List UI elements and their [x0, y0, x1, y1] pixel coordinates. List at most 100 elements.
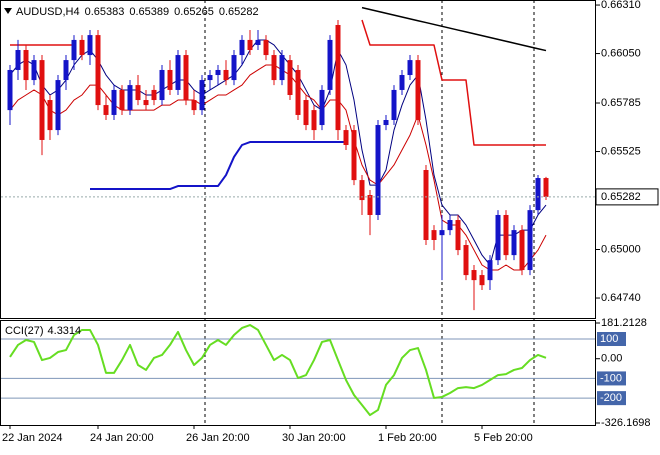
candle-body: [119, 89, 125, 111]
y-tick-label: 0.64740: [601, 292, 641, 304]
candle-body: [127, 85, 133, 111]
candle-body: [207, 75, 213, 81]
candle-body: [535, 178, 541, 211]
candle-body: [175, 55, 181, 90]
cci-header: CCI(27) 4.3314: [5, 325, 81, 337]
x-tick-label: 26 Jan 20:00: [186, 432, 250, 444]
candle-body: [47, 100, 53, 131]
close-value: 0.65282: [219, 6, 259, 18]
candle-body: [359, 180, 365, 201]
candle-body: [159, 69, 165, 101]
symbol-title: AUDUSD,H4: [16, 6, 80, 18]
candle-body: [287, 60, 293, 95]
candle-body: [439, 230, 445, 236]
candle-body: [191, 100, 197, 111]
candle-body: [383, 119, 389, 126]
candle-body: [39, 60, 45, 140]
cci-line: [9, 324, 547, 417]
candle-body: [23, 50, 29, 81]
candle-body: [527, 210, 533, 271]
current-price-label: 0.65282: [601, 191, 641, 203]
candle-body: [15, 50, 21, 70]
level-label: 100: [600, 333, 618, 345]
cci-panel-border: [0, 320, 596, 426]
level-label: -100: [600, 372, 622, 384]
x-tick-label: 22 Jan 2024: [2, 432, 63, 444]
candle-body: [543, 178, 549, 197]
candle-body: [351, 130, 357, 181]
candle-body: [391, 89, 397, 120]
candle-body: [87, 35, 93, 56]
y-tick-label: 181.2128: [601, 317, 647, 329]
candle-body: [151, 89, 157, 101]
candle-body: [431, 230, 437, 240]
candle-body: [319, 89, 325, 126]
candle-body: [311, 110, 317, 131]
candle-body: [95, 35, 101, 106]
candle-body: [407, 60, 413, 76]
candle-body: [375, 125, 381, 215]
symbol-header: AUDUSD,H4 0.65383 0.65389 0.65265 0.65282: [16, 6, 259, 18]
candle-body: [199, 80, 205, 111]
indicator-line: [90, 141, 346, 191]
candle-body: [479, 275, 485, 286]
candle-body: [135, 85, 141, 101]
candle-body: [303, 100, 309, 126]
candle-body: [367, 195, 373, 215]
y-tick-label: 0.65525: [601, 145, 641, 157]
level-box: [597, 332, 626, 347]
collapse-arrow[interactable]: [4, 8, 12, 14]
main-panel-border: [0, 0, 596, 319]
candle-body: [255, 39, 261, 45]
candle-body: [31, 60, 37, 81]
candle-body: [471, 270, 477, 281]
candle-body: [103, 105, 109, 115]
candle-body: [343, 130, 349, 146]
candle-body: [495, 214, 501, 261]
candle-body: [447, 220, 453, 231]
moving-average: [361, 6, 547, 52]
level-box: [597, 371, 626, 386]
candle-body: [7, 69, 13, 111]
cci-value: 4.3314: [48, 325, 82, 337]
cci-title: CCI(27): [5, 325, 44, 337]
candle-body: [519, 230, 525, 271]
candle-body: [463, 245, 469, 276]
candle-body: [55, 80, 61, 131]
candle-body: [423, 170, 429, 240]
candle-body: [415, 60, 421, 120]
candle-body: [335, 25, 341, 131]
candle-body: [79, 39, 85, 56]
candle-body: [167, 69, 173, 90]
y-tick-label: 0.65000: [601, 243, 641, 255]
candle-body: [215, 69, 221, 76]
y-tick-label: 0.66310: [601, 0, 641, 11]
indicator-line: [10, 19, 546, 146]
candle-body: [327, 39, 333, 90]
y-tick-label: -326.1698: [601, 417, 651, 429]
plot-layer: 0.66310 0.66050 0.65785 0.65525 0.65000 0.647…: [1, 0, 659, 444]
candle-body: [143, 100, 149, 106]
candle-body: [63, 60, 69, 81]
level-box: [597, 391, 626, 406]
candle-body: [295, 69, 301, 115]
x-tick-label: 5 Feb 20:00: [474, 432, 533, 444]
candle-body: [223, 69, 229, 81]
x-tick-label: 30 Jan 20:00: [282, 432, 346, 444]
high-value: 0.65389: [129, 6, 169, 18]
x-tick-label: 24 Jan 20:00: [90, 432, 154, 444]
candle-body: [239, 39, 245, 56]
y-tick-label: 0.66050: [601, 47, 641, 59]
candle-body: [263, 39, 269, 56]
low-value: 0.65265: [174, 6, 214, 18]
candle-body: [487, 260, 493, 281]
x-tick-label: 1 Feb 20:00: [378, 432, 437, 444]
candle-body: [399, 75, 405, 90]
candle-body: [111, 89, 117, 115]
candle-body: [271, 55, 277, 81]
candle-body: [511, 230, 517, 256]
candle-body: [247, 39, 253, 51]
open-value: 0.65383: [85, 6, 125, 18]
